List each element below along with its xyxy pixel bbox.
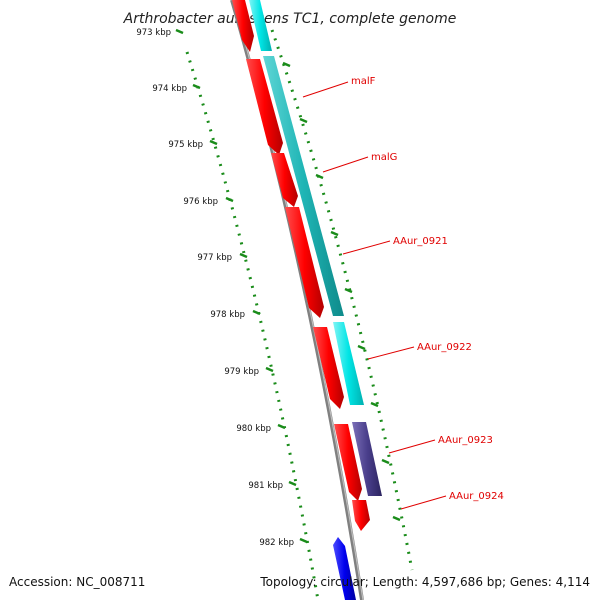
outer-tick xyxy=(357,344,366,351)
outer-tick xyxy=(299,117,308,124)
cds-arrow xyxy=(334,424,362,501)
outer-tick xyxy=(282,61,291,68)
outer-tick xyxy=(330,230,339,237)
gene-label-AAur_0923: AAur_0923 xyxy=(438,435,493,446)
map-title: Arthrobacter aurescens TC1, complete gen… xyxy=(123,11,457,27)
ruler-tick xyxy=(252,309,261,316)
ruler-tick xyxy=(299,537,308,544)
ruler-tick xyxy=(288,480,297,487)
ruler: 973 kbp 974 kbp 975 kbp 976 kbp 977 kbp … xyxy=(136,28,308,548)
gene-leader-malG xyxy=(322,156,369,173)
ruler-tick xyxy=(192,83,201,90)
gene-leader-malF xyxy=(302,81,349,98)
cds-arrow xyxy=(246,59,283,155)
genome-summary-text: Topology: circular; Length: 4,597,686 bp… xyxy=(259,575,590,589)
gene-label-AAur_0921: AAur_0921 xyxy=(393,236,448,247)
ruler-label-978: 978 kbp xyxy=(210,310,245,320)
outer-tick xyxy=(370,401,379,408)
ruler-label-982: 982 kbp xyxy=(259,538,294,548)
ruler-label-977: 977 kbp xyxy=(197,253,232,263)
outer-tick xyxy=(344,287,353,294)
gene-leaders xyxy=(302,81,447,510)
cds-arrow xyxy=(271,153,298,207)
cog-segment xyxy=(249,0,272,51)
cog-segment xyxy=(263,56,344,316)
cog-segment xyxy=(352,422,382,496)
gene-label-AAur_0922: AAur_0922 xyxy=(417,342,472,353)
gene-leader-AAur_0923 xyxy=(388,439,436,454)
ruler-label-973: 973 kbp xyxy=(136,28,171,38)
gene-label-malF: malF xyxy=(351,76,376,87)
cds-arrow xyxy=(352,500,370,531)
accession-text: Accession: NC_008711 xyxy=(9,575,145,589)
gene-label-malG: malG xyxy=(371,152,397,163)
outer-tick xyxy=(381,458,390,465)
reverse-feature xyxy=(333,537,356,600)
ruler-label-980: 980 kbp xyxy=(236,424,271,434)
gene-leader-AAur_0924 xyxy=(400,495,447,510)
outer-tick xyxy=(315,173,324,180)
backbone-highlight xyxy=(232,0,364,600)
ruler-track xyxy=(185,51,320,600)
ruler-tick xyxy=(225,196,234,203)
outer-tick xyxy=(392,515,401,522)
cog-segment xyxy=(333,322,364,405)
outer-ticks xyxy=(282,61,401,522)
cds-arrow xyxy=(313,327,344,409)
ruler-tick xyxy=(239,252,248,259)
gene-leader-AAur_0921 xyxy=(342,240,391,255)
ruler-tick xyxy=(265,366,274,373)
backbone xyxy=(230,0,364,600)
ruler-tick xyxy=(175,28,184,35)
ruler-tick xyxy=(277,423,286,430)
ruler-label-976: 976 kbp xyxy=(183,197,218,207)
gene-label-AAur_0924: AAur_0924 xyxy=(449,491,504,502)
gene-leader-AAur_0922 xyxy=(367,346,415,360)
ruler-label-979: 979 kbp xyxy=(224,367,259,377)
ruler-label-981: 981 kbp xyxy=(248,481,283,491)
cds-arrow xyxy=(285,207,324,318)
ruler-label-974: 974 kbp xyxy=(152,84,187,94)
cds-arrow xyxy=(232,0,254,52)
ruler-label-975: 975 kbp xyxy=(168,140,203,150)
ruler-tick xyxy=(209,139,218,146)
